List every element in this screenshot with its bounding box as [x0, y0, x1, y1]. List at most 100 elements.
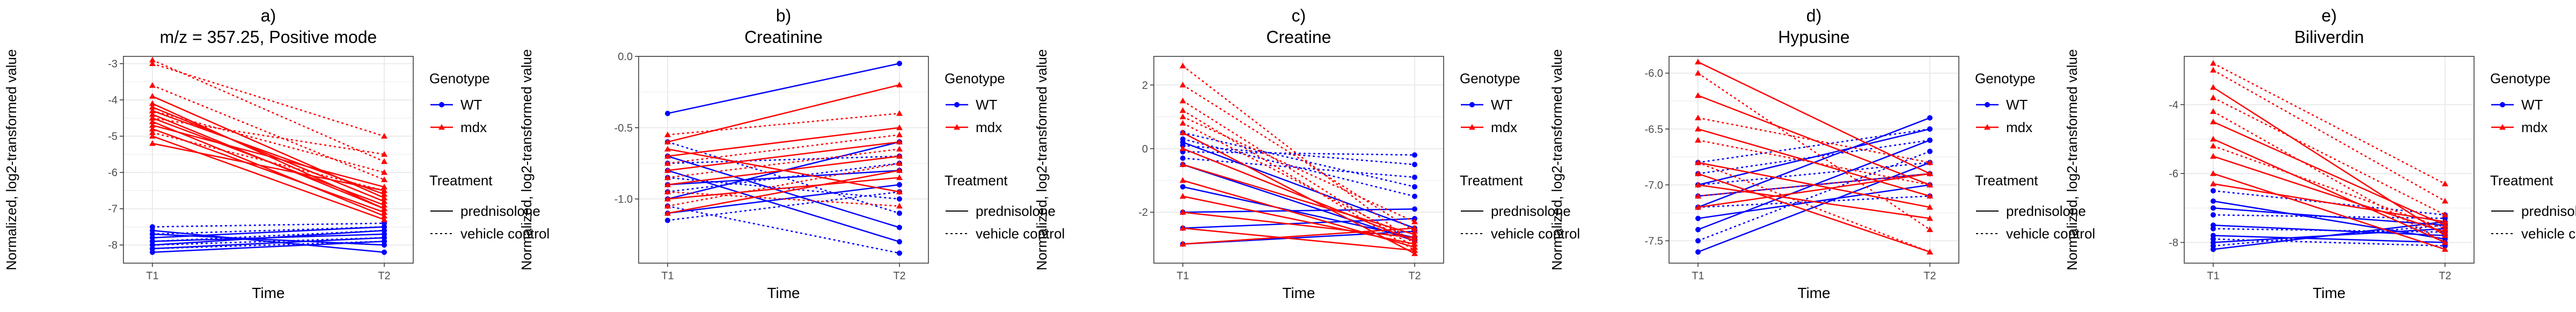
data-point — [381, 201, 387, 208]
series-mdx — [2210, 153, 2448, 235]
tick-label-x: T1 — [2207, 270, 2219, 282]
series-line — [1697, 128, 1930, 163]
data-point — [149, 114, 156, 121]
data-point — [149, 93, 156, 99]
data-point — [1411, 250, 1418, 256]
panel-1: -8 -7 -6 -5 -4 -3 T1 T2 a) m/z = 357.25, Positive… — [3, 6, 550, 301]
tick-label-y: -0.5 — [614, 122, 633, 134]
series-line — [152, 84, 385, 180]
data-point — [2442, 229, 2448, 235]
data-point — [2211, 212, 2216, 218]
legend-label-mdx: mdx — [976, 119, 1002, 135]
data-point — [149, 129, 156, 135]
plot-frame — [123, 56, 414, 264]
data-point — [1695, 92, 1701, 98]
series-line — [2213, 155, 2446, 233]
data-point — [1927, 170, 1933, 177]
series-line — [1182, 148, 1415, 242]
series-mdx — [664, 160, 903, 209]
data-point — [381, 205, 387, 212]
legend-key-point — [438, 124, 445, 130]
data-point — [381, 176, 387, 183]
data-point — [149, 118, 156, 125]
tick-label-y: -6 — [2169, 168, 2178, 180]
tick-label-y: -2 — [1138, 207, 1148, 219]
series-line — [152, 237, 385, 246]
legend-label-vehicle-control: vehicle control — [976, 226, 1065, 242]
data-point — [382, 249, 387, 255]
data-point — [896, 110, 903, 116]
data-point — [1411, 219, 1418, 224]
data-point — [149, 60, 156, 67]
series-mdx — [664, 188, 903, 209]
series-mdx — [1180, 82, 1418, 234]
series-line — [1697, 173, 1930, 197]
series-mdx — [1180, 224, 1418, 246]
tick-label-y: -7.0 — [1645, 179, 1663, 191]
data-point — [2442, 239, 2448, 245]
data-point — [2442, 212, 2448, 217]
data-point — [1411, 228, 1418, 234]
data-point — [1180, 155, 1185, 161]
series-mdx — [664, 146, 903, 194]
series-line — [2213, 62, 2446, 185]
tick-label-x: T2 — [1408, 270, 1421, 282]
chart-title: Creatine — [1267, 27, 1331, 47]
data-point — [382, 238, 387, 244]
data-point — [1411, 234, 1418, 241]
legend-key-point — [439, 102, 444, 107]
data-point — [2210, 60, 2216, 66]
series-mdx — [149, 56, 387, 164]
data-point — [1180, 136, 1185, 142]
data-point — [381, 191, 387, 197]
data-point — [896, 139, 903, 144]
legend-title-treatment: Treatment — [2490, 172, 2553, 188]
data-point — [149, 56, 156, 63]
data-point — [1695, 182, 1701, 187]
data-point — [1180, 82, 1186, 88]
data-point — [897, 224, 902, 230]
series-line — [2213, 138, 2446, 243]
data-point — [664, 153, 671, 159]
plot-frame — [1153, 56, 1444, 264]
tick-label-x: T1 — [1692, 270, 1704, 282]
legend-key-point — [2499, 124, 2506, 130]
data-point — [1411, 237, 1418, 244]
chart-title: m/z = 357.25, Positive mode — [160, 27, 377, 47]
data-point — [896, 82, 903, 88]
tick-label-y: -4 — [108, 95, 118, 106]
series-line — [152, 142, 385, 192]
tick-label-y: -1.0 — [614, 194, 633, 206]
data-point — [1411, 231, 1418, 237]
panel-label: c) — [1292, 6, 1306, 25]
panel-label: e) — [2322, 6, 2337, 25]
series-line — [1182, 132, 1415, 255]
series-line — [1697, 139, 1930, 186]
series-line — [1697, 117, 1930, 163]
tick-label-x: T2 — [893, 270, 905, 282]
legend-label-prednisolone: prednisolone — [976, 203, 1056, 219]
data-point — [896, 146, 903, 152]
data-point — [1695, 159, 1701, 165]
series-line — [667, 162, 900, 193]
panel-label: b) — [776, 6, 791, 25]
series-mdx — [1180, 129, 1418, 256]
data-point — [1180, 145, 1186, 151]
series-mdx — [149, 129, 387, 193]
series-line — [1182, 84, 1415, 232]
legend: Genotype WT mdx Treatment prednisolone vehicl… — [945, 70, 1065, 242]
legend-label-prednisolone: prednisolone — [460, 203, 540, 219]
series-mdx — [1180, 107, 1418, 253]
data-point — [2442, 225, 2448, 231]
data-point — [664, 202, 671, 209]
series-line — [667, 191, 900, 207]
series-mdx — [149, 114, 387, 157]
legend-label-vehicle-control: vehicle control — [2006, 226, 2095, 242]
series-line — [1182, 110, 1415, 251]
data-point — [1695, 238, 1701, 244]
series-wt — [1180, 155, 1417, 180]
series-mdx — [2210, 67, 2448, 204]
plot-area — [1669, 56, 1959, 263]
data-point — [664, 139, 671, 144]
series-line — [1182, 208, 1415, 213]
